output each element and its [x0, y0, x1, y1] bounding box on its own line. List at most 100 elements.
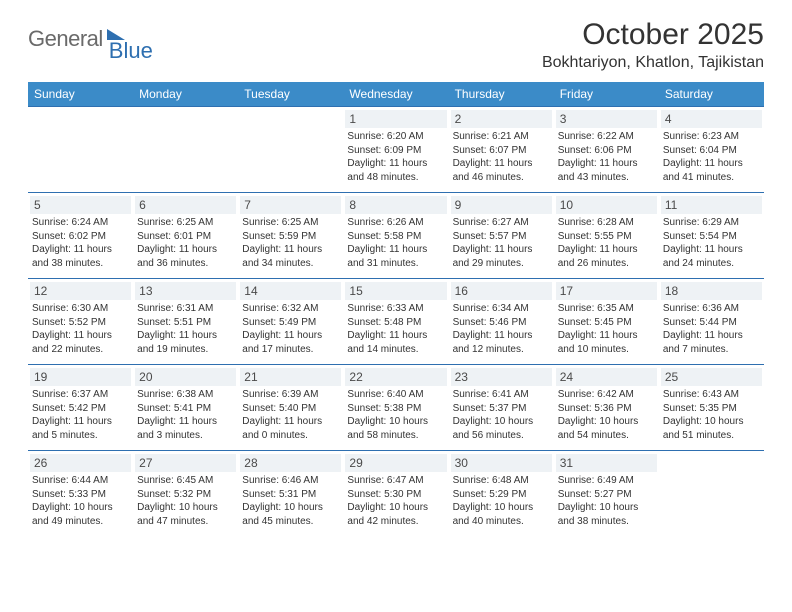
- daylight-line: Daylight: 11 hours and 7 minutes.: [663, 329, 760, 356]
- sunrise-line: Sunrise: 6:45 AM: [137, 474, 234, 488]
- calendar-day-cell: 27Sunrise: 6:45 AMSunset: 5:32 PMDayligh…: [133, 451, 238, 537]
- daylight-line: Daylight: 11 hours and 48 minutes.: [347, 157, 444, 184]
- weekday-header: Tuesday: [238, 82, 343, 107]
- day-details: Sunrise: 6:41 AMSunset: 5:37 PMDaylight:…: [451, 388, 552, 442]
- day-details: Sunrise: 6:48 AMSunset: 5:29 PMDaylight:…: [451, 474, 552, 528]
- day-number: 25: [661, 368, 762, 386]
- calendar-day-cell: 11Sunrise: 6:29 AMSunset: 5:54 PMDayligh…: [659, 193, 764, 279]
- day-details: Sunrise: 6:37 AMSunset: 5:42 PMDaylight:…: [30, 388, 131, 442]
- sunset-line: Sunset: 5:57 PM: [453, 230, 550, 244]
- calendar-day-cell: 24Sunrise: 6:42 AMSunset: 5:36 PMDayligh…: [554, 365, 659, 451]
- sunset-line: Sunset: 5:40 PM: [242, 402, 339, 416]
- daylight-line: Daylight: 11 hours and 34 minutes.: [242, 243, 339, 270]
- day-number: 11: [661, 196, 762, 214]
- sunset-line: Sunset: 5:52 PM: [32, 316, 129, 330]
- location-text: Bokhtariyon, Khatlon, Tajikistan: [542, 54, 764, 72]
- calendar-day-cell: 9Sunrise: 6:27 AMSunset: 5:57 PMDaylight…: [449, 193, 554, 279]
- daylight-line: Daylight: 11 hours and 12 minutes.: [453, 329, 550, 356]
- sunrise-line: Sunrise: 6:44 AM: [32, 474, 129, 488]
- daylight-line: Daylight: 11 hours and 38 minutes.: [32, 243, 129, 270]
- sunset-line: Sunset: 5:58 PM: [347, 230, 444, 244]
- calendar-day-cell: 20 Sunrise: 6:38 AMSunset: 5:41 PMDayligh…: [133, 365, 238, 451]
- sunset-line: Sunset: 5:44 PM: [663, 316, 760, 330]
- day-number: 5: [30, 196, 131, 214]
- sunset-line: Sunset: 5:41 PM: [137, 402, 234, 416]
- day-details: Sunrise: 6:25 AMSunset: 5:59 PMDaylight:…: [240, 216, 341, 270]
- sunrise-line: Sunrise: 6:38 AM: [137, 388, 234, 402]
- sunset-line: Sunset: 5:33 PM: [32, 488, 129, 502]
- day-number: 8: [345, 196, 446, 214]
- calendar-day-cell: 15Sunrise: 6:33 AMSunset: 5:48 PMDayligh…: [343, 279, 448, 365]
- day-details: Sunrise: 6:24 AMSunset: 6:02 PMDaylight:…: [30, 216, 131, 270]
- daylight-line: Daylight: 10 hours and 38 minutes.: [558, 501, 655, 528]
- day-number: 29: [345, 454, 446, 472]
- day-number: 3: [556, 110, 657, 128]
- calendar-day-cell: 25Sunrise: 6:43 AMSunset: 5:35 PMDayligh…: [659, 365, 764, 451]
- day-details: Sunrise: 6:34 AMSunset: 5:46 PMDaylight:…: [451, 302, 552, 356]
- daylight-line: Daylight: 11 hours and 43 minutes.: [558, 157, 655, 184]
- calendar-week-row: 26 Sunrise: 6:44 AMSunset: 5:33 PM Dayligh…: [28, 451, 764, 537]
- day-number: 4: [661, 110, 762, 128]
- day-details: Sunrise: 6:31 AMSunset: 5:51 PMDaylight:…: [135, 302, 236, 356]
- calendar-day-cell: 31Sunrise: 6:49 AMSunset: 5:27 PMDayligh…: [554, 451, 659, 537]
- daylight-line: Daylight: 11 hours and 14 minutes.: [347, 329, 444, 356]
- day-details: Sunrise: 6:39 AMSunset: 5:40 PMDaylight:…: [240, 388, 341, 442]
- day-number: 26: [30, 454, 131, 472]
- sunrise-line: Sunrise: 6:42 AM: [558, 388, 655, 402]
- day-number: 23: [451, 368, 552, 386]
- sunrise-line: Sunrise: 6:23 AM: [663, 130, 760, 144]
- sunset-line: Sunset: 5:38 PM: [347, 402, 444, 416]
- daylight-line: Daylight: 11 hours and 46 minutes.: [453, 157, 550, 184]
- calendar-day-cell: 18Sunrise: 6:36 AMSunset: 5:44 PMDayligh…: [659, 279, 764, 365]
- day-number: 21: [240, 368, 341, 386]
- brand-logo: General Blue: [28, 18, 153, 52]
- sunset-line: Sunset: 5:31 PM: [242, 488, 339, 502]
- sunrise-line: Sunrise: 6:41 AM: [453, 388, 550, 402]
- sunrise-line: Sunrise: 6:39 AM: [242, 388, 339, 402]
- daylight-line: Daylight: 11 hours and 36 minutes.: [137, 243, 234, 270]
- day-details: Sunrise: 6:22 AMSunset: 6:06 PMDaylight:…: [556, 130, 657, 184]
- daylight-line: Daylight: 11 hours and 17 minutes.: [242, 329, 339, 356]
- weekday-header: Saturday: [659, 82, 764, 107]
- calendar-day-cell: 29Sunrise: 6:47 AMSunset: 5:30 PMDayligh…: [343, 451, 448, 537]
- daylight-line: Daylight: 11 hours and 3 minutes.: [137, 415, 234, 442]
- header-row: General Blue October 2025 Bokhtariyon, K…: [28, 18, 764, 72]
- daylight-line: Daylight: 11 hours and 31 minutes.: [347, 243, 444, 270]
- weekday-header-row: Sunday Monday Tuesday Wednesday Thursday…: [28, 82, 764, 107]
- month-title: October 2025: [542, 18, 764, 52]
- sunrise-line: Sunrise: 6:30 AM: [32, 302, 129, 316]
- day-number: 24: [556, 368, 657, 386]
- sunrise-line: Sunrise: 6:25 AM: [242, 216, 339, 230]
- calendar-day-cell: 21 Sunrise: 6:39 AMSunset: 5:40 PMDayligh…: [238, 365, 343, 451]
- daylight-line: Daylight: 11 hours and 24 minutes.: [663, 243, 760, 270]
- sunrise-line: Sunrise: 6:29 AM: [663, 216, 760, 230]
- daylight-line: Daylight: 10 hours and 56 minutes.: [453, 415, 550, 442]
- daylight-line: Daylight: 10 hours and 47 minutes.: [137, 501, 234, 528]
- calendar-day-cell: 30Sunrise: 6:48 AMSunset: 5:29 PMDayligh…: [449, 451, 554, 537]
- sunset-line: Sunset: 5:55 PM: [558, 230, 655, 244]
- weekday-header: Wednesday: [343, 82, 448, 107]
- sunrise-line: Sunrise: 6:31 AM: [137, 302, 234, 316]
- day-number: 17: [556, 282, 657, 300]
- daylight-line: Daylight: 11 hours and 26 minutes.: [558, 243, 655, 270]
- sunrise-line: Sunrise: 6:40 AM: [347, 388, 444, 402]
- calendar-day-cell: 16Sunrise: 6:34 AMSunset: 5:46 PMDayligh…: [449, 279, 554, 365]
- calendar-day-cell: 4Sunrise: 6:23 AMSunset: 6:04 PMDaylight…: [659, 107, 764, 193]
- sunset-line: Sunset: 5:59 PM: [242, 230, 339, 244]
- sunrise-line: Sunrise: 6:33 AM: [347, 302, 444, 316]
- calendar-week-row: 5 Sunrise: 6:24 AMSunset: 6:02 PMDaylight…: [28, 193, 764, 279]
- day-details: Sunrise: 6:45 AMSunset: 5:32 PMDaylight:…: [135, 474, 236, 528]
- calendar-day-cell: 8Sunrise: 6:26 AMSunset: 5:58 PMDaylight…: [343, 193, 448, 279]
- sunrise-line: Sunrise: 6:20 AM: [347, 130, 444, 144]
- daylight-line: Daylight: 11 hours and 29 minutes.: [453, 243, 550, 270]
- sunset-line: Sunset: 6:06 PM: [558, 144, 655, 158]
- day-details: Sunrise: 6:38 AMSunset: 5:41 PMDaylight:…: [135, 388, 236, 442]
- daylight-line: Daylight: 11 hours and 0 minutes.: [242, 415, 339, 442]
- day-number: 22: [345, 368, 446, 386]
- daylight-line: Daylight: 10 hours and 42 minutes.: [347, 501, 444, 528]
- calendar-table: Sunday Monday Tuesday Wednesday Thursday…: [28, 82, 764, 537]
- calendar-day-cell: 28Sunrise: 6:46 AMSunset: 5:31 PMDayligh…: [238, 451, 343, 537]
- sunrise-line: Sunrise: 6:32 AM: [242, 302, 339, 316]
- sunrise-line: Sunrise: 6:27 AM: [453, 216, 550, 230]
- day-number: 20: [135, 368, 236, 386]
